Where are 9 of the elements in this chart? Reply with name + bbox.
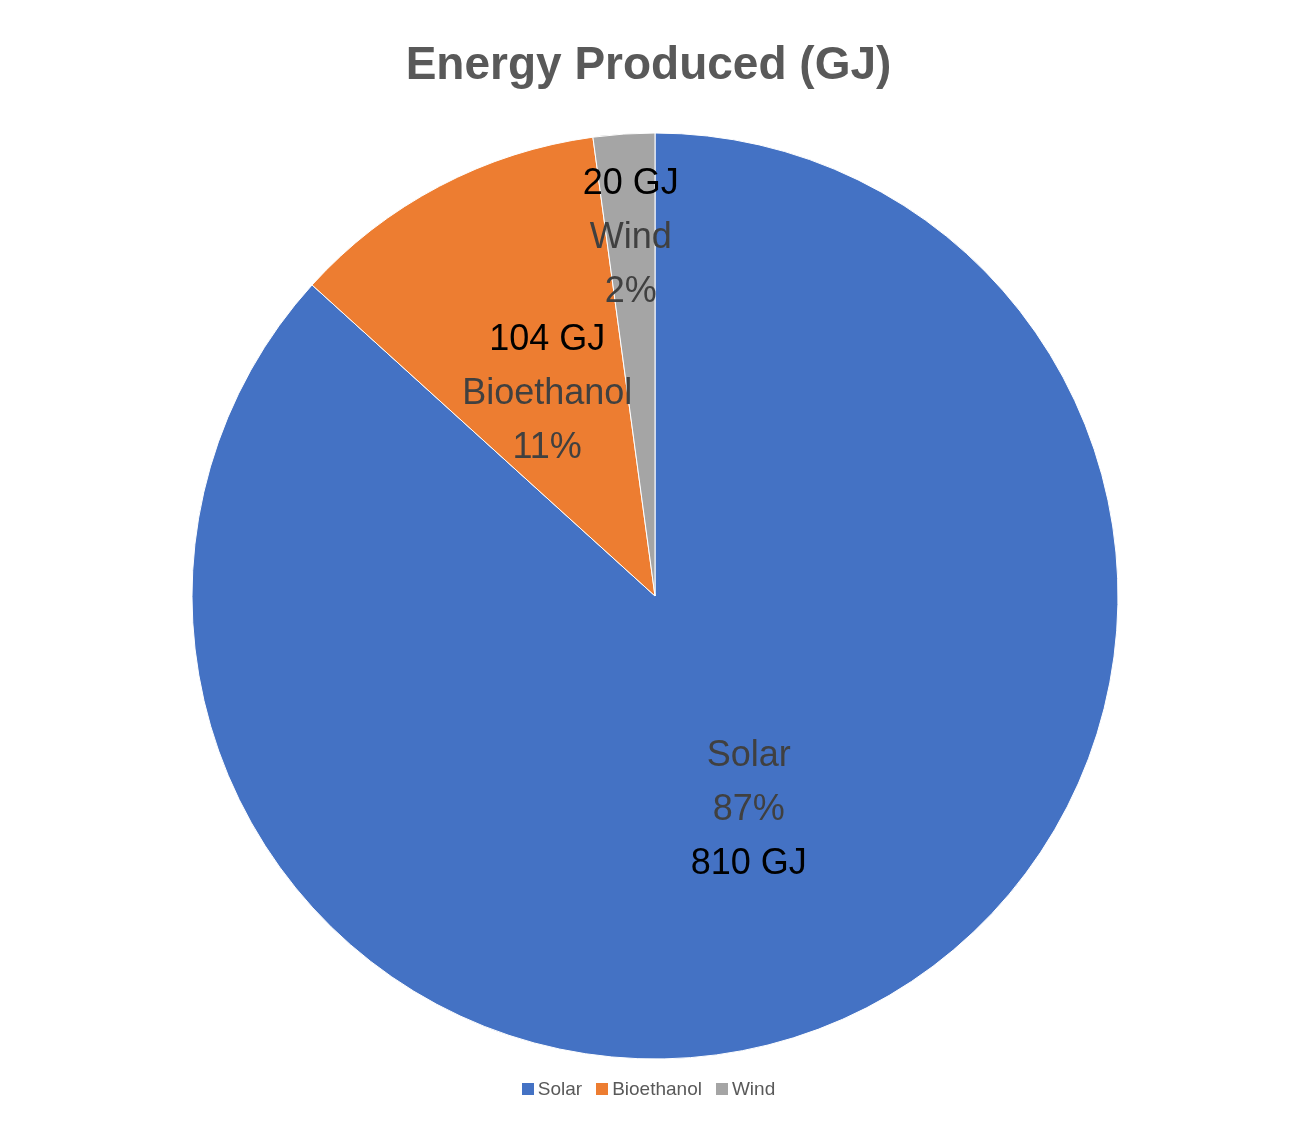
data-label: 104 GJ — [489, 316, 606, 358]
chart-title: Energy Produced (GJ) — [404, 36, 893, 90]
legend-label: Solar — [536, 1078, 583, 1100]
text: 87% — [712, 787, 785, 829]
slice-label: Solar — [706, 733, 791, 775]
legend-label: Wind — [730, 1078, 776, 1100]
text: 11% — [512, 424, 582, 466]
data-label: 810 GJ — [690, 841, 807, 883]
legend-label: Bioethanol — [611, 1078, 702, 1100]
